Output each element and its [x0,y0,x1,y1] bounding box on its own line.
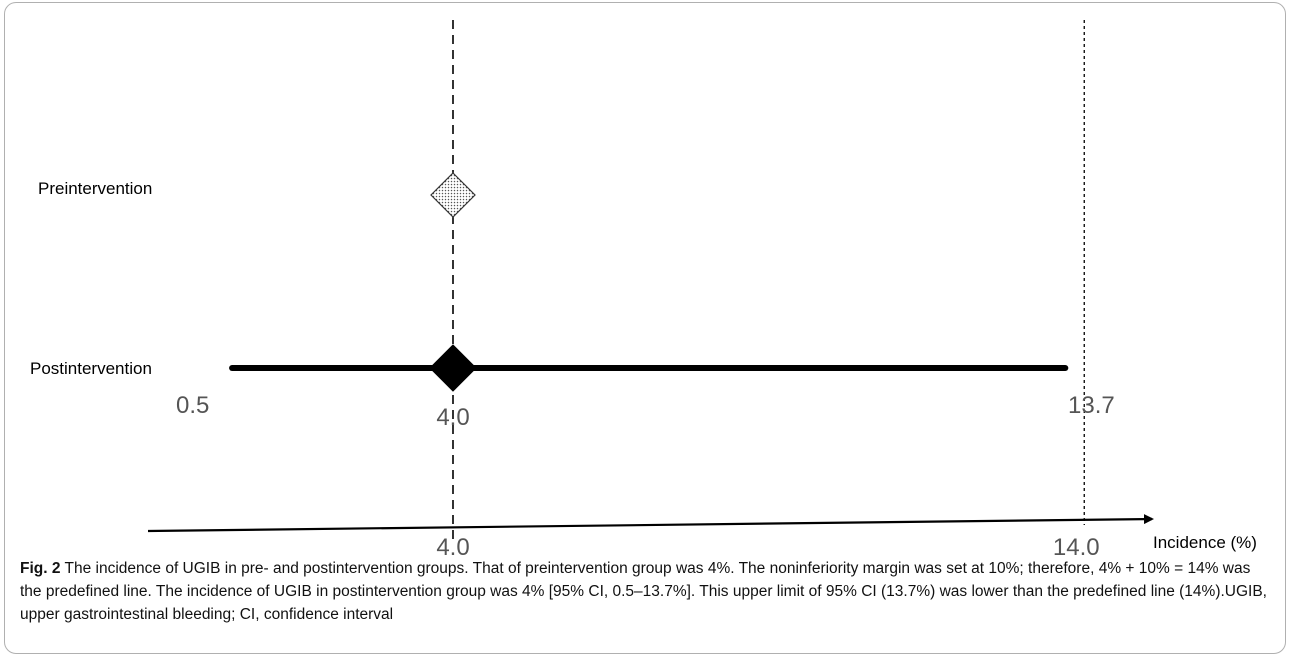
ci-high-label: 13.7 [1068,392,1115,419]
x-axis-line [147,514,1154,533]
estimate-marker-preintervention [430,172,476,218]
group-label-postintervention: Postintervention [30,359,152,378]
x-tick-label-14: 14.0 [1053,534,1100,560]
estimate-marker-postintervention [429,344,477,392]
forest-plot: Preintervention Postintervention 0.5 4.0… [30,20,1257,560]
x-tick-label-4: 4.0 [436,534,469,560]
x-axis-label: Incidence (%) [1153,533,1257,552]
ci-low-label: 0.5 [176,392,209,419]
caption-text: The incidence of UGIB in pre- and postin… [20,560,1267,623]
group-label-preintervention: Preintervention [38,179,152,198]
figure-frame [4,2,1286,654]
figure-caption: Fig. 2 The incidence of UGIB in pre- and… [20,557,1270,626]
caption-label: Fig. 2 [20,560,61,577]
estimate-value-label: 4.0 [436,404,469,431]
